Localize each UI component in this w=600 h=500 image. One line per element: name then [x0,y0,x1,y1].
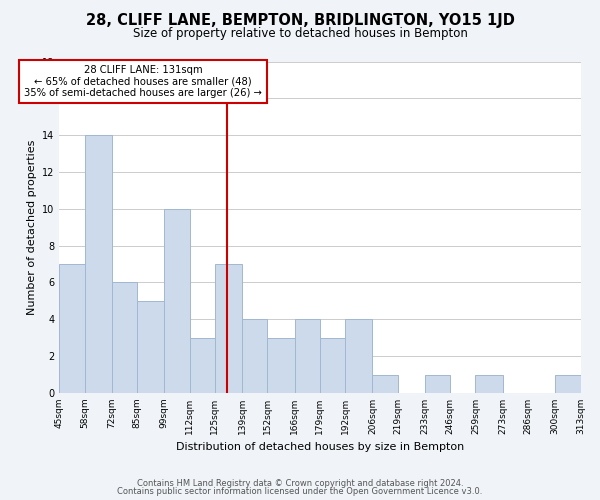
Text: 28 CLIFF LANE: 131sqm
← 65% of detached houses are smaller (48)
35% of semi-deta: 28 CLIFF LANE: 131sqm ← 65% of detached … [24,65,262,98]
Bar [59,264,85,393]
Bar [268,338,295,393]
Bar [112,282,137,393]
Bar [215,264,242,393]
Bar [242,320,268,393]
X-axis label: Distribution of detached houses by size in Bempton: Distribution of detached houses by size … [176,442,464,452]
Bar [190,338,215,393]
Text: Contains HM Land Registry data © Crown copyright and database right 2024.: Contains HM Land Registry data © Crown c… [137,478,463,488]
Bar [320,338,345,393]
Bar [295,320,320,393]
Bar [425,374,450,393]
Bar [475,374,503,393]
Text: Contains public sector information licensed under the Open Government Licence v3: Contains public sector information licen… [118,487,482,496]
Text: 28, CLIFF LANE, BEMPTON, BRIDLINGTON, YO15 1JD: 28, CLIFF LANE, BEMPTON, BRIDLINGTON, YO… [86,12,514,28]
Bar [137,301,164,393]
Bar [164,209,190,393]
Bar [373,374,398,393]
Y-axis label: Number of detached properties: Number of detached properties [26,140,37,315]
Bar [345,320,373,393]
Bar [85,135,112,393]
Bar [555,374,581,393]
Text: Size of property relative to detached houses in Bempton: Size of property relative to detached ho… [133,28,467,40]
